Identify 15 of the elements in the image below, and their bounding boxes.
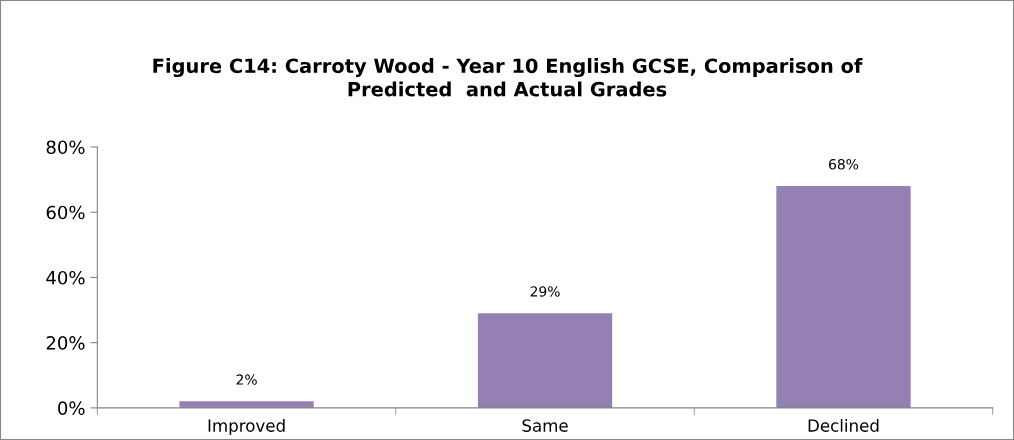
y-tick-label: 0% (58, 401, 85, 415)
bar (776, 186, 911, 408)
bar (179, 401, 314, 408)
y-tick-label: 60% (46, 205, 85, 220)
y-tick-label: 40% (46, 270, 85, 285)
x-tick-label: Improved (208, 418, 285, 436)
bar (477, 313, 613, 408)
data-label: 68% (829, 159, 859, 170)
data-label: 29% (530, 286, 560, 297)
data-label: 2% (236, 374, 257, 385)
y-tick-label: 20% (46, 336, 85, 350)
x-tick-label: Same (522, 419, 568, 432)
chart-title: Figure C14: Carroty Wood - Year 10 English GCSE, Comparison of Predicted and Actual Grades (153, 58, 863, 97)
x-tick-label: Declined (808, 418, 879, 432)
y-tick-label: 80% (46, 140, 85, 155)
